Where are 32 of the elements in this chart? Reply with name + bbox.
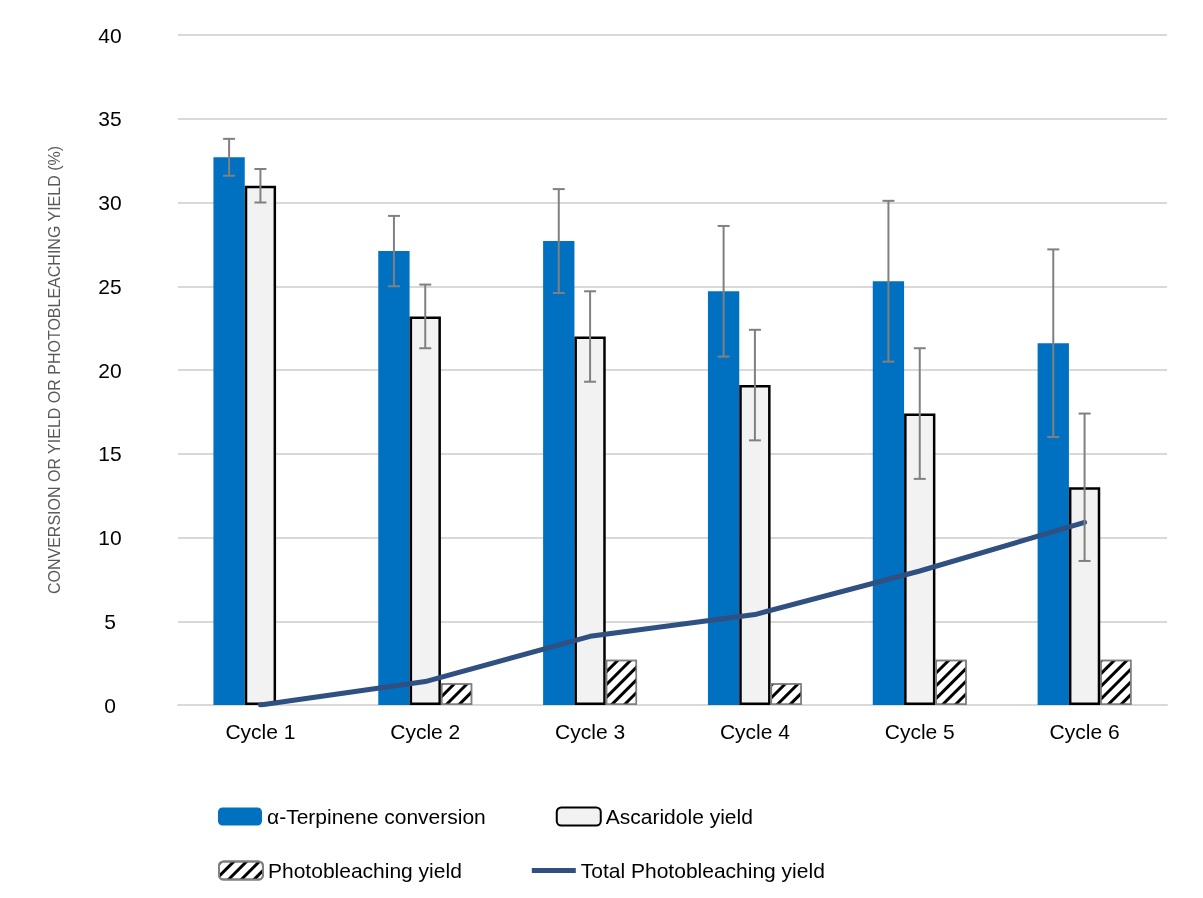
bar — [574, 336, 606, 705]
bar — [707, 291, 740, 705]
bar — [739, 385, 771, 705]
x-tick-label: Cycle 2 — [390, 720, 461, 743]
y-tick-label: 5 — [104, 609, 116, 633]
legend-label: Ascaridole yield — [605, 805, 753, 828]
y-axis-title: CONVERSION OR YIELD OR PHOTOBLEACHING YIELD (%) — [45, 145, 63, 595]
bar — [244, 185, 277, 705]
legend-label: Total Photobleaching yield — [580, 859, 825, 882]
bar — [872, 281, 905, 705]
y-tick-label: 0 — [104, 693, 116, 717]
x-tick-label: Cycle 6 — [1049, 720, 1120, 743]
x-tick-label: Cycle 5 — [884, 720, 955, 743]
y-tick-label: 20 — [98, 358, 122, 382]
bar — [904, 413, 936, 705]
y-tick-label: 25 — [98, 274, 122, 298]
bar — [1037, 343, 1069, 705]
bar — [1068, 487, 1101, 705]
legend-label: α-Terpinene conversion — [267, 805, 486, 828]
y-tick-label: 35 — [98, 107, 122, 131]
bar — [378, 251, 410, 705]
bar — [213, 157, 245, 705]
bar — [409, 316, 441, 705]
x-tick-label: Cycle 3 — [555, 720, 626, 743]
bar — [543, 241, 575, 705]
y-tick-label: 10 — [98, 526, 122, 549]
y-tick-label: 15 — [98, 442, 122, 466]
y-tick-label: 40 — [98, 23, 122, 47]
legend-label: Photobleaching yield — [268, 859, 462, 882]
x-tick-label: Cycle 1 — [225, 720, 296, 743]
y-tick-label: 30 — [98, 191, 122, 214]
x-tick-label: Cycle 4 — [719, 720, 791, 743]
